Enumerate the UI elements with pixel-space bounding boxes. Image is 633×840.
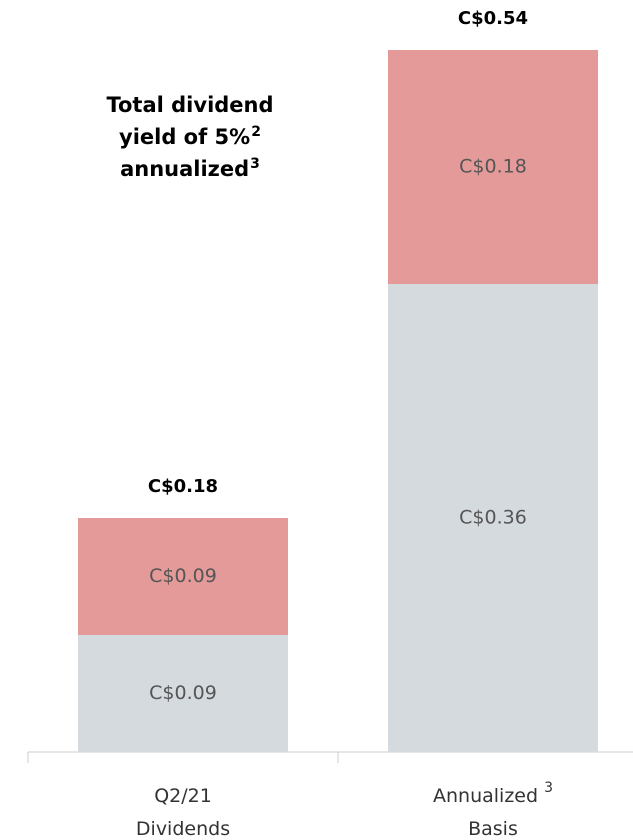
annotation: yield of 5%2 [119, 124, 261, 149]
x-tick-label-text: Dividends [136, 818, 230, 840]
segment-label: C$0.18 [459, 156, 527, 178]
annotation-sup: 2 [251, 124, 261, 140]
bar-segment [78, 518, 288, 635]
x-tick-label: Annualized 3 [433, 780, 553, 807]
annotation-text: yield of 5% [119, 125, 250, 149]
bar-segment [388, 50, 598, 284]
segment-label: C$0.36 [459, 507, 527, 529]
x-tick-label-text: Annualized [433, 785, 538, 807]
segment-label: C$0.09 [149, 682, 217, 704]
x-tick-label-text: Q2/21 [154, 785, 212, 807]
total-label: C$0.54 [458, 8, 528, 29]
annotation: annualized3 [120, 156, 260, 181]
x-tick-label-text: Basis [468, 818, 518, 840]
x-tick-label: Q2/21 [154, 785, 212, 807]
bar-segment [388, 284, 598, 752]
segment-label: C$0.09 [149, 565, 217, 587]
total-label: C$0.18 [148, 476, 218, 497]
x-tick-label-sup: 3 [544, 780, 553, 796]
x-tick-label: Basis [468, 818, 518, 840]
annotation-sup: 3 [250, 156, 260, 172]
annotation-text: annualized [120, 157, 249, 181]
bar-segment [78, 635, 288, 752]
annotation: Total dividend [106, 93, 273, 117]
x-tick-label: Dividends [136, 818, 230, 840]
annotation-text: Total dividend [106, 93, 273, 117]
